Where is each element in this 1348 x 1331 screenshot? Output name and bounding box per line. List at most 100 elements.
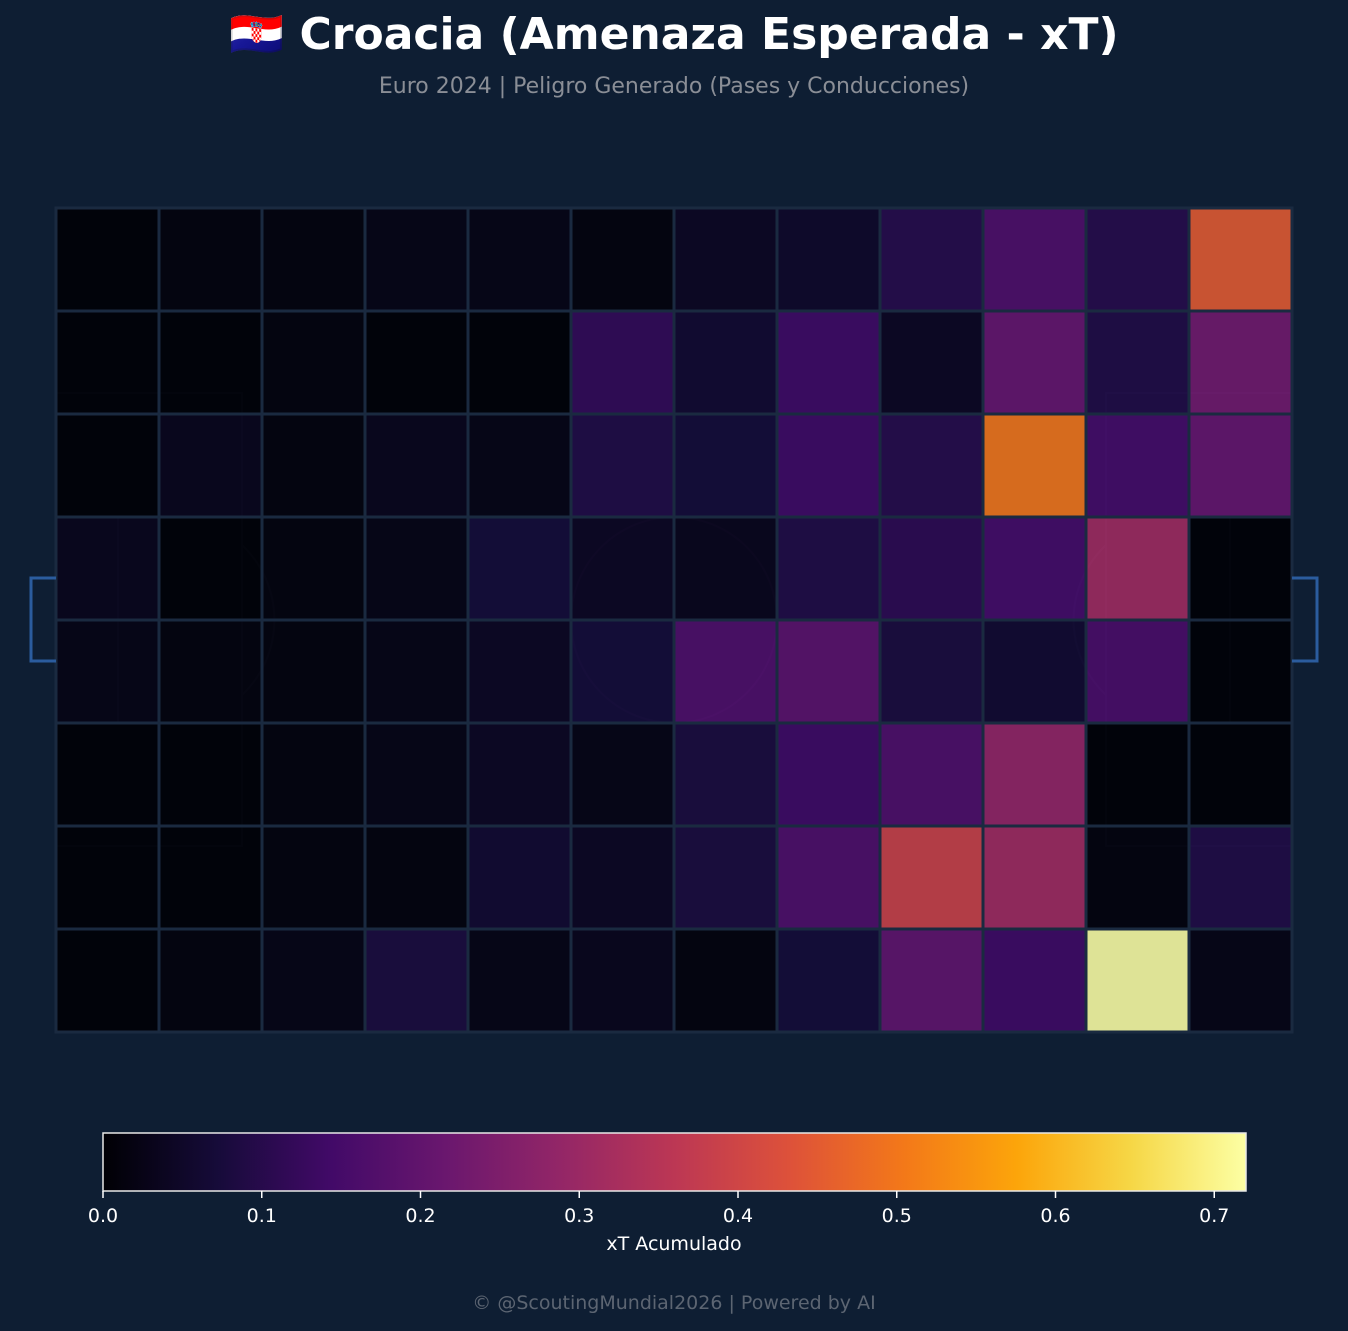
- heatmap-cell: [466, 206, 573, 313]
- heatmap-cell: [1084, 927, 1191, 1034]
- heatmap-cell: [672, 618, 779, 725]
- heatmap-cell: [1084, 206, 1191, 313]
- heatmap-cells: [54, 206, 1294, 1034]
- colorbar-tick-label: 0.6: [1040, 1205, 1070, 1227]
- heatmap-cell: [775, 927, 882, 1034]
- heatmap-cell: [981, 206, 1088, 313]
- heatmap-cell: [466, 309, 573, 416]
- heatmap-cell: [1187, 206, 1294, 313]
- heatmap-cell: [981, 927, 1088, 1034]
- heatmap-cell: [54, 927, 161, 1034]
- heatmap-cell: [363, 206, 470, 313]
- heatmap-cell: [466, 824, 573, 931]
- heatmap-cell: [260, 618, 367, 725]
- heatmap-cell: [157, 309, 264, 416]
- heatmap-cell: [981, 721, 1088, 828]
- goals: [29, 576, 1319, 663]
- colorbar-tick-label: 0.3: [564, 1205, 594, 1227]
- heatmap-cell: [1084, 412, 1191, 519]
- heatmap-cell: [878, 824, 985, 931]
- heatmap-cell: [157, 618, 264, 725]
- heatmap-cell: [981, 412, 1088, 519]
- heatmap-cell: [363, 824, 470, 931]
- heatmap-cell: [569, 412, 676, 519]
- heatmap-cell: [569, 309, 676, 416]
- heatmap-cell: [157, 721, 264, 828]
- colorbar-label: xT Acumulado: [606, 1233, 741, 1255]
- heatmap-cell: [775, 618, 882, 725]
- heatmap-cell: [569, 515, 676, 622]
- heatmap-cell: [1187, 309, 1294, 416]
- colorbar-ticks: 0.0 0.1 0.2 0.3 0.4 0.5 0.6 0.7: [88, 1191, 1229, 1227]
- heatmap-cell: [775, 824, 882, 931]
- heatmap-cell: [1084, 824, 1191, 931]
- heatmap-cell: [466, 927, 573, 1034]
- heatmap-cell: [1084, 721, 1191, 828]
- heatmap-cell: [672, 721, 779, 828]
- heatmap-cell: [878, 309, 985, 416]
- goal-right: [1292, 576, 1319, 663]
- heatmap-cell: [569, 618, 676, 725]
- heatmap-cell: [54, 515, 161, 622]
- heatmap-cell: [1187, 515, 1294, 622]
- heatmap-cell: [260, 309, 367, 416]
- heatmap-cell: [775, 412, 882, 519]
- heatmap-cell: [1187, 618, 1294, 725]
- heatmap-cell: [157, 412, 264, 519]
- colorbar-tick-label: 0.4: [723, 1205, 753, 1227]
- heatmap-cell: [157, 515, 264, 622]
- heatmap-cell: [878, 927, 985, 1034]
- heatmap-cell: [54, 412, 161, 519]
- colorbar-bar: [102, 1132, 1247, 1192]
- heatmap-cell: [54, 309, 161, 416]
- heatmap-cell: [466, 412, 573, 519]
- heatmap-cell: [1084, 618, 1191, 725]
- heatmap-cell: [775, 206, 882, 313]
- goal-left: [29, 576, 56, 663]
- heatmap-cell: [878, 618, 985, 725]
- heatmap-cell: [1187, 824, 1294, 931]
- heatmap-cell: [672, 927, 779, 1034]
- heatmap-cell: [775, 309, 882, 416]
- heatmap-cell: [157, 206, 264, 313]
- heatmap-cell: [260, 206, 367, 313]
- heatmap-cell: [1187, 721, 1294, 828]
- colorbar: 0.0 0.1 0.2 0.3 0.4 0.5 0.6 0.7 xT Acumulado: [88, 1132, 1247, 1255]
- heatmap-cell: [878, 412, 985, 519]
- heatmap-cell: [157, 824, 264, 931]
- heatmap-cell: [672, 515, 779, 622]
- heatmap-cell: [775, 515, 882, 622]
- heatmap-cell: [363, 721, 470, 828]
- heatmap-cell: [569, 721, 676, 828]
- heatmap-cell: [260, 721, 367, 828]
- heatmap-cell: [981, 824, 1088, 931]
- heatmap-cell: [569, 206, 676, 313]
- heatmap-cell: [466, 618, 573, 725]
- heatmap-cell: [981, 309, 1088, 416]
- heatmap-cell: [54, 618, 161, 725]
- heatmap-cell: [54, 824, 161, 931]
- heatmap-cell: [1084, 309, 1191, 416]
- heatmap-cell: [466, 515, 573, 622]
- heatmap-cell: [260, 515, 367, 622]
- heatmap-cell: [260, 927, 367, 1034]
- colorbar-tick-label: 0.7: [1199, 1205, 1229, 1227]
- heatmap-cell: [1084, 515, 1191, 622]
- colorbar-tick-label: 0.5: [882, 1205, 912, 1227]
- heatmap-cell: [260, 412, 367, 519]
- heatmap-cell: [878, 721, 985, 828]
- colorbar-tick-label: 0.2: [405, 1205, 435, 1227]
- heatmap-cell: [672, 824, 779, 931]
- heatmap-cell: [1187, 412, 1294, 519]
- heatmap-cell: [466, 721, 573, 828]
- colorbar-tick-label: 0.0: [88, 1205, 118, 1227]
- heatmap-cell: [981, 515, 1088, 622]
- heatmap-cell: [363, 515, 470, 622]
- heatmap-cell: [569, 824, 676, 931]
- footer-credit: © @ScoutingMundial2026 | Powered by AI: [472, 1292, 876, 1314]
- heatmap-cell: [54, 206, 161, 313]
- heatmap-cell: [363, 618, 470, 725]
- heatmap-cell: [775, 721, 882, 828]
- chart-subtitle: Euro 2024 | Peligro Generado (Pases y Co…: [378, 74, 970, 99]
